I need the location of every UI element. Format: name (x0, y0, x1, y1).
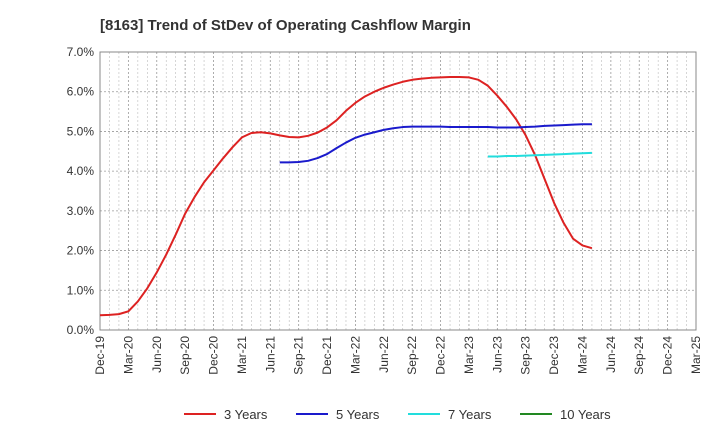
chart-title: [8163] Trend of StDev of Operating Cashf… (100, 17, 471, 34)
x-tick-label: Dec-24 (661, 336, 675, 375)
legend: 3 Years 5 Years 7 Years 10 Years (184, 407, 611, 422)
x-tick-label: Mar-20 (121, 336, 135, 374)
legend-label: 3 Years (224, 407, 268, 422)
series-line-5-years (279, 123, 592, 164)
y-tick-label: 1.0% (67, 283, 95, 297)
x-tick-label: Sep-20 (178, 336, 192, 375)
plot-area (100, 52, 696, 330)
x-tick-label: Dec-21 (320, 336, 334, 375)
x-tick-label: Dec-23 (547, 336, 561, 375)
y-tick-label: 3.0% (67, 204, 95, 218)
x-tick-label: Jun-21 (263, 336, 277, 373)
x-tick-label: Mar-24 (575, 336, 589, 374)
series-line-3-years (99, 76, 593, 317)
legend-label: 5 Years (336, 407, 380, 422)
x-tick-label: Jun-20 (150, 336, 164, 373)
grid-lines (100, 52, 696, 330)
x-tick-label: Mar-22 (348, 336, 362, 374)
x-tick-label: Jun-24 (604, 336, 618, 373)
x-tick-label: Mar-25 (689, 336, 703, 374)
x-tick-label: Dec-20 (207, 336, 221, 375)
x-tick-label: Dec-19 (93, 336, 107, 375)
x-tick-label: Sep-24 (632, 336, 646, 375)
x-tick-label: Dec-22 (434, 336, 448, 375)
x-tick-label: Mar-23 (462, 336, 476, 374)
legend-label: 7 Years (448, 407, 492, 422)
axes: 0.0% 1.0% 2.0% 3.0% 4.0% 5.0% 6.0% 7.0% Dec-19 Ma… (67, 45, 703, 375)
x-tick-label: Sep-23 (519, 336, 533, 375)
y-tick-label: 4.0% (67, 164, 95, 178)
x-tick-label: Sep-21 (292, 336, 306, 375)
x-tick-label: Jun-22 (377, 336, 391, 373)
x-tick-label: Sep-22 (405, 336, 419, 375)
y-tick-label: 0.0% (67, 323, 95, 337)
y-tick-label: 6.0% (67, 85, 95, 99)
legend-label: 10 Years (560, 407, 611, 422)
series-lines (99, 76, 593, 317)
x-tick-label: Mar-21 (235, 336, 249, 374)
series-line-7-years (487, 151, 592, 158)
plot-border (99, 51, 697, 331)
x-tick-label: Jun-23 (490, 336, 504, 373)
y-tick-label: 7.0% (67, 45, 95, 59)
y-tick-label: 5.0% (67, 124, 95, 138)
y-tick-label: 2.0% (67, 244, 95, 258)
